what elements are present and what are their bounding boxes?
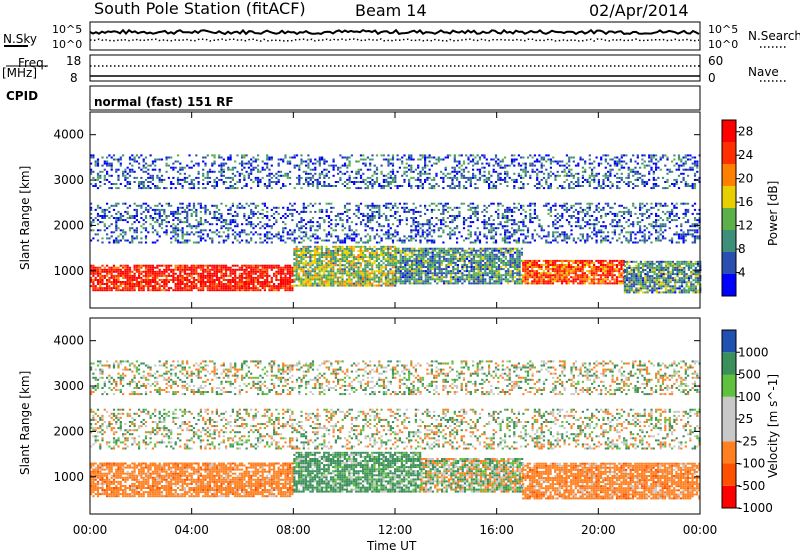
colorbar-tick-label: -100 xyxy=(738,457,765,471)
cpid-value: normal (fast) 151 RF xyxy=(94,95,234,109)
freq-unit-label: [MHz] xyxy=(2,66,38,80)
data-band-5 xyxy=(90,202,701,244)
nsky-trace xyxy=(89,28,700,36)
y-tick-label: 2000 xyxy=(53,424,84,438)
y-tick-label: 4000 xyxy=(53,128,84,142)
beam-label: Beam 14 xyxy=(355,1,427,20)
colorbar-segment xyxy=(722,164,736,186)
y-tick-label: 1000 xyxy=(53,470,84,484)
velocity-colorbar: 1000 500 100 25 -25 -100 -500 -1000 xyxy=(721,329,773,515)
y-tick-label: 3000 xyxy=(53,173,84,187)
colorbar-tick-label: 12 xyxy=(738,219,753,233)
station-title: South Pole Station (fitACF) xyxy=(94,0,306,18)
colorbar-tick-label: -500 xyxy=(738,479,765,493)
noise-panel xyxy=(4,21,788,51)
data-band-1 xyxy=(293,245,397,287)
x-tick-label: 12:00 xyxy=(378,523,413,537)
freq-tick-top: 18 xyxy=(66,54,82,68)
colorbar-tick-label: 25 xyxy=(738,412,753,426)
nsky-label: N.Sky xyxy=(3,32,38,46)
data-band-0 xyxy=(90,462,294,498)
colorbar-tick-label: 100 xyxy=(738,390,761,404)
y-tick-label: 2000 xyxy=(53,218,84,232)
x-tick-label: 00:00 xyxy=(683,523,718,537)
data-band-3 xyxy=(522,462,701,500)
noise-tick-bottom-left: 10^0 xyxy=(52,38,83,51)
cpid-panel xyxy=(89,85,701,111)
colorbar-segment xyxy=(722,419,736,442)
data-band-4 xyxy=(623,260,702,294)
data-band-4 xyxy=(90,408,701,450)
data-band-3 xyxy=(522,259,625,285)
colorbar-tick-label: 8 xyxy=(738,242,746,256)
nave-label: Nave xyxy=(748,65,779,79)
colorbar-tick-label: 500 xyxy=(738,368,761,382)
y-tick-label: 1000 xyxy=(53,264,84,278)
colorbar-segment xyxy=(722,463,736,486)
x-tick-label: 00:00 xyxy=(73,523,108,537)
colorbar-segment xyxy=(722,352,736,375)
nsearch-trace xyxy=(89,38,700,42)
data-band-1 xyxy=(293,451,422,493)
x-tick-label: 08:00 xyxy=(276,523,311,537)
velocity-ylabel: Slant Range [km] xyxy=(18,370,32,475)
time-axis: 00:00 04:00 08:00 12:00 16:00 20:00 00:00 xyxy=(73,523,718,537)
colorbar-tick-label: 16 xyxy=(738,195,753,209)
colorbar-segment xyxy=(722,142,736,164)
colorbar-tick-label: 24 xyxy=(738,148,753,162)
freq-tick-bottom: 8 xyxy=(70,71,78,85)
x-tick-label: 16:00 xyxy=(479,523,514,537)
nave-tick-top: 60 xyxy=(708,54,724,68)
nsearch-label: N.Search xyxy=(748,29,800,43)
y-tick-label: 3000 xyxy=(53,379,84,393)
colorbar-tick-label: 4 xyxy=(738,266,746,280)
noise-tick-top-right: 10^5 xyxy=(708,23,739,36)
data-band-5 xyxy=(90,360,701,396)
colorbar-segment xyxy=(722,186,736,208)
velocity-colorbar-label: Velocity [m s^-1] xyxy=(766,373,780,478)
colorbar-segment xyxy=(722,441,736,464)
data-band-6 xyxy=(90,154,701,190)
colorbar-segment xyxy=(722,330,736,353)
time-axis-label: Time UT xyxy=(367,539,417,553)
power-colorbar-label: Power [dB] xyxy=(766,180,780,246)
colorbar-tick-label: 28 xyxy=(738,125,753,139)
cpid-label: CPID xyxy=(6,89,39,103)
data-band-2 xyxy=(395,247,523,285)
colorbar-tick-label: 1000 xyxy=(738,345,769,359)
colorbar-tick-label: -1000 xyxy=(738,501,773,515)
date-label: 02/Apr/2014 xyxy=(589,1,689,20)
colorbar-segment xyxy=(722,374,736,397)
colorbar-segment xyxy=(722,120,736,142)
x-tick-label: 20:00 xyxy=(581,523,616,537)
noise-tick-top-left: 10^5 xyxy=(52,23,83,36)
colorbar-segment xyxy=(722,274,736,296)
data-band-0 xyxy=(90,264,294,292)
colorbar-segment xyxy=(722,252,736,274)
colorbar-tick-label: 20 xyxy=(738,172,753,186)
data-band-2 xyxy=(420,458,524,493)
power-ylabel: Slant Range [km] xyxy=(18,165,32,270)
noise-tick-bottom-right: 10^0 xyxy=(708,38,739,51)
freq-panel xyxy=(6,54,788,82)
power-panel: 1000 2000 3000 4000 xyxy=(53,111,702,309)
colorbar-tick-label: -25 xyxy=(738,434,758,448)
x-tick-label: 04:00 xyxy=(174,523,209,537)
colorbar-segment xyxy=(722,485,736,509)
nave-tick-bottom: 0 xyxy=(708,71,716,85)
y-tick-label: 4000 xyxy=(53,334,84,348)
colorbar-segment xyxy=(722,396,736,420)
colorbar-frame xyxy=(721,119,737,297)
colorbar-segment xyxy=(722,208,736,230)
power-colorbar: 4 8 12 16 20 24 28 xyxy=(721,119,753,297)
velocity-panel: 1000 2000 3000 4000 xyxy=(53,317,701,515)
colorbar-segment xyxy=(722,230,736,252)
